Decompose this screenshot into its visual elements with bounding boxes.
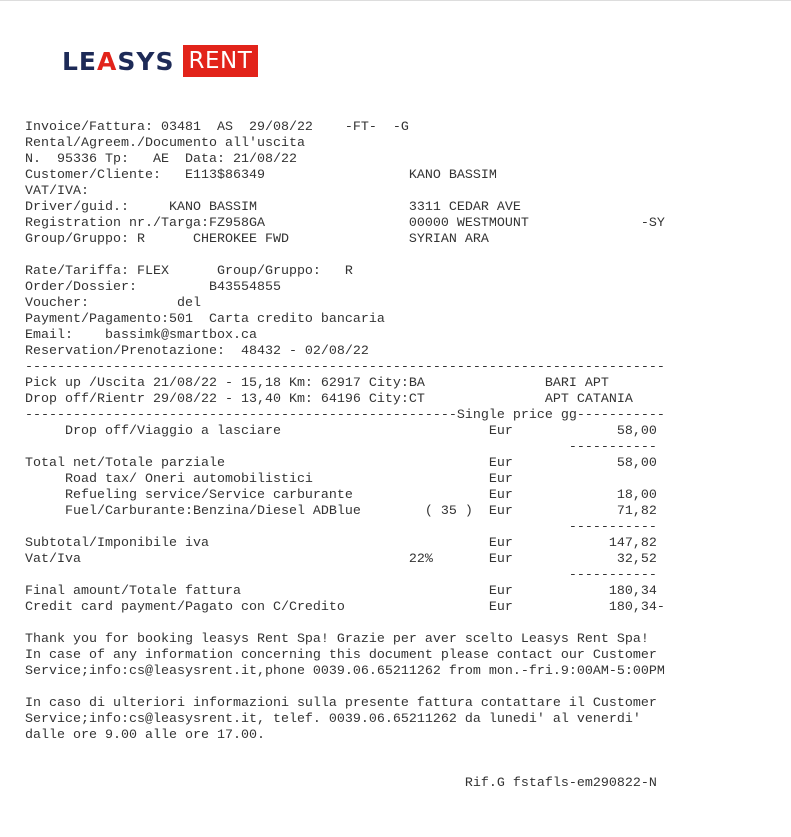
line-voucher: Voucher: del <box>25 296 201 311</box>
line-credit-card-payment: Credit card payment/Pagato con C/Credito… <box>25 600 665 615</box>
line-payment: Payment/Pagamento:501 Carta credito banc… <box>25 312 385 327</box>
logo-brand-a: A <box>97 46 118 76</box>
line-item-road-tax: Road tax/ Oneri automobilistici Eur <box>25 472 513 487</box>
line-registration: Registration nr./Targa:FZ958GA 00000 WES… <box>25 216 665 231</box>
logo-rent-badge: RENT <box>182 45 259 77</box>
line-contact-en-1: In case of any information concerning th… <box>25 648 657 663</box>
line-contact-it-3: dalle ore 9.00 alle ore 17.00. <box>25 728 265 743</box>
line-item-drop-off: Drop off/Viaggio a lasciare Eur 58,00 <box>25 424 657 439</box>
line-dropoff: Drop off/Rientr 29/08/22 - 13,40 Km: 641… <box>25 392 633 407</box>
line-price-header: ----------------------------------------… <box>25 408 665 423</box>
line-vat-amount: Vat/Iva 22% Eur 32,52 <box>25 552 657 567</box>
line-vat: VAT/IVA: <box>25 184 89 199</box>
line-blank <box>25 744 665 760</box>
line-contact-it-2: Service;info:cs@leasysrent.it, telef. 00… <box>25 712 641 727</box>
line-thanks-en: Thank you for booking leasys Rent Spa! G… <box>25 632 649 647</box>
line-driver: Driver/guid.: KANO BASSIM 3311 CEDAR AVE <box>25 200 521 215</box>
line-blank <box>25 616 665 632</box>
line-group: Group/Gruppo: R CHEROKEE FWD SYRIAN ARA <box>25 232 489 247</box>
line-order: Order/Dossier: B43554855 <box>25 280 281 295</box>
line-divider: ----------- <box>25 568 657 583</box>
line-item-fuel: Fuel/Carburante:Benzina/Diesel ADBlue ( … <box>25 504 657 519</box>
line-rate: Rate/Tariffa: FLEX Group/Gruppo: R <box>25 264 353 279</box>
line-blank <box>25 248 665 264</box>
line-customer: Customer/Cliente: E113$86349 KANO BASSIM <box>25 168 497 183</box>
line-divider: ----------------------------------------… <box>25 360 665 375</box>
line-total-net: Total net/Totale parziale Eur 58,00 <box>25 456 657 471</box>
line-rental-agreement: Rental/Agreem./Documento all'uscita <box>25 136 305 151</box>
line-subtotal: Subtotal/Imponibile iva Eur 147,82 <box>25 536 657 551</box>
logo-brand: LEASYS <box>62 47 175 76</box>
line-agreement-number: N. 95336 Tp: AE Data: 21/08/22 <box>25 152 297 167</box>
line-email: Email: bassimk@smartbox.ca <box>25 328 257 343</box>
leasys-rent-logo: LEASYS RENT <box>62 45 259 77</box>
logo-brand-suffix: SYS <box>117 46 175 76</box>
invoice-document: Invoice/Fattura: 03481 AS 29/08/22 -FT- … <box>25 120 665 792</box>
line-blank <box>25 680 665 696</box>
line-reservation: Reservation/Prenotazione: 48432 - 02/08/… <box>25 344 369 359</box>
line-contact-it-1: In caso di ulteriori informazioni sulla … <box>25 696 657 711</box>
line-divider: ----------- <box>25 440 657 455</box>
logo-brand-prefix: LE <box>62 46 98 76</box>
line-pickup: Pick up /Uscita 21/08/22 - 15,18 Km: 629… <box>25 376 609 391</box>
line-contact-en-2: Service;info:cs@leasysrent.it,phone 0039… <box>25 664 665 679</box>
line-blank <box>25 760 665 776</box>
line-item-refueling: Refueling service/Service carburante Eur… <box>25 488 657 503</box>
line-reference: Rif.G fstafls-em290822-N <box>25 776 657 791</box>
line-divider: ----------- <box>25 520 657 535</box>
line-final-amount: Final amount/Totale fattura Eur 180,34 <box>25 584 657 599</box>
line-invoice-number: Invoice/Fattura: 03481 AS 29/08/22 -FT- … <box>25 120 409 135</box>
